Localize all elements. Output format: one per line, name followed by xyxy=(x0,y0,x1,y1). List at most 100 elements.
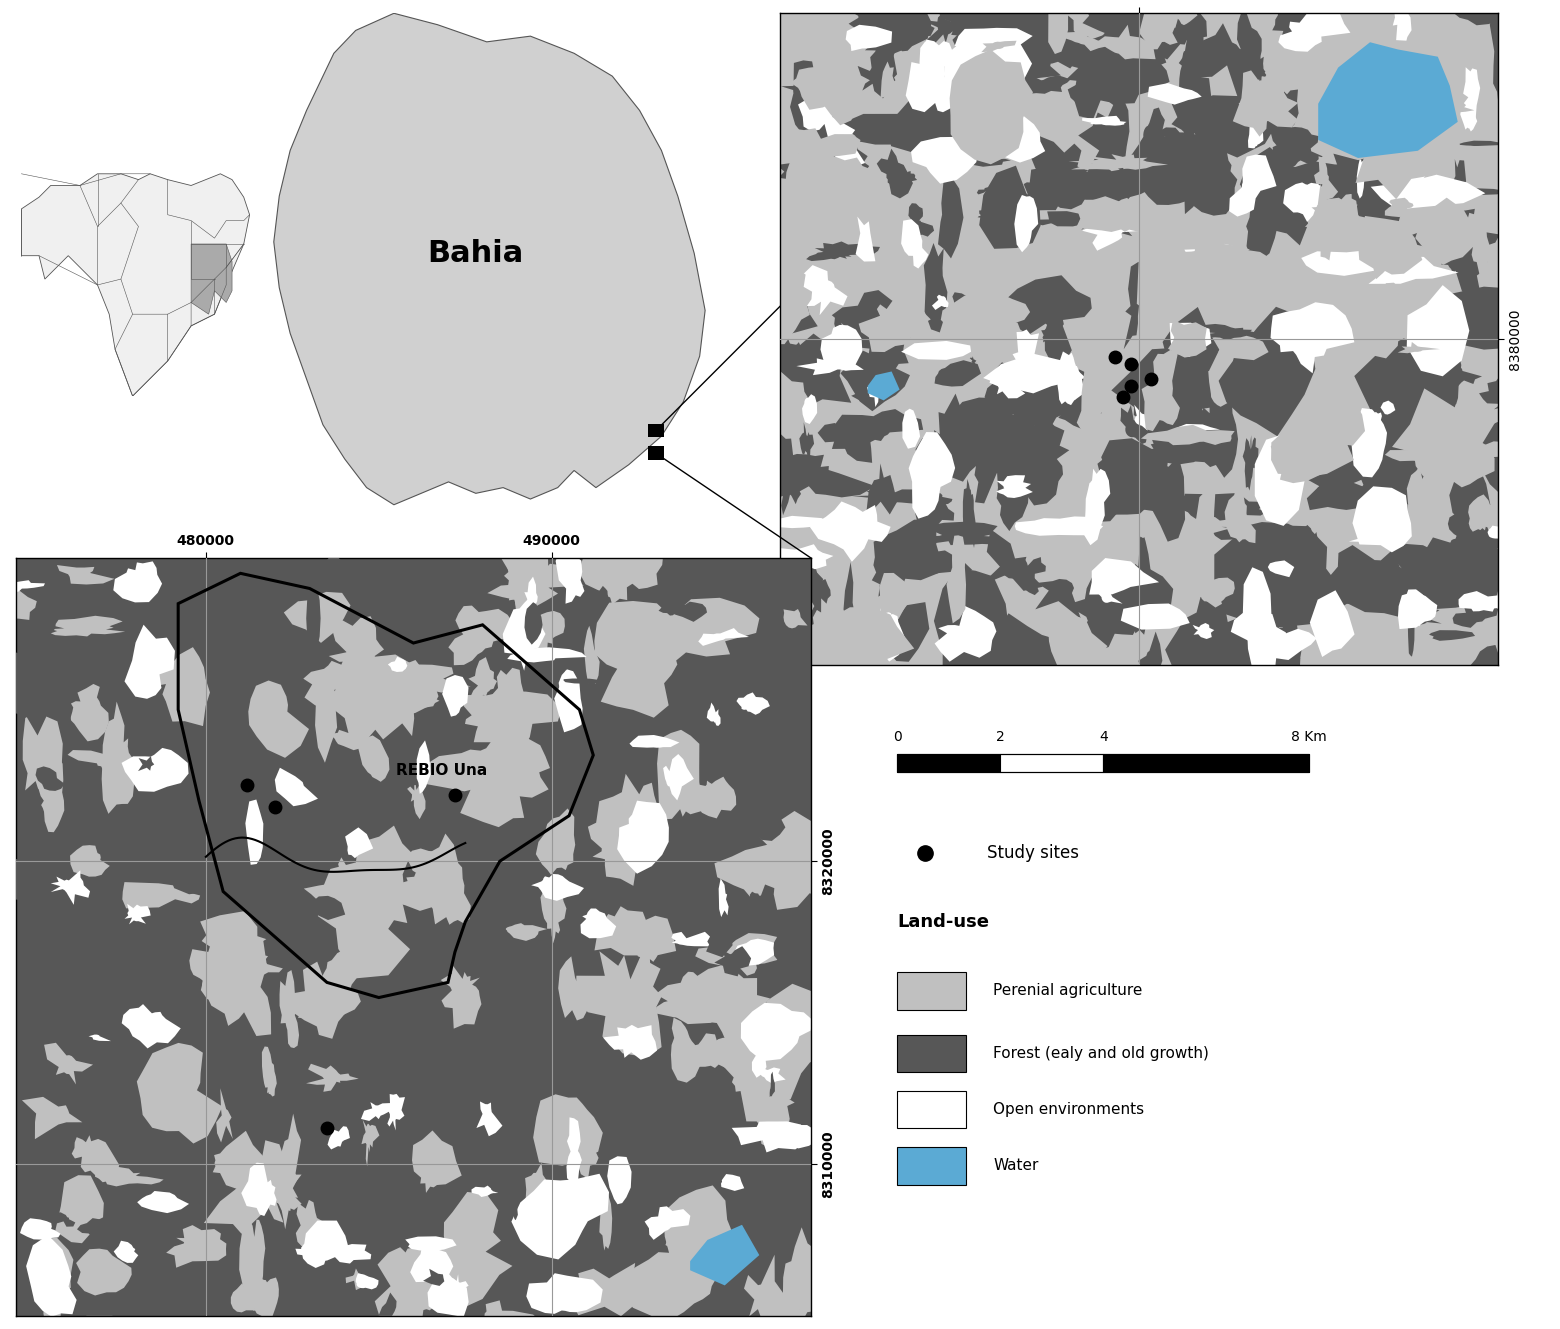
Polygon shape xyxy=(1045,315,1072,365)
Polygon shape xyxy=(1384,185,1510,197)
Polygon shape xyxy=(761,128,861,157)
Polygon shape xyxy=(1123,262,1139,350)
Polygon shape xyxy=(1271,419,1338,484)
Polygon shape xyxy=(1139,0,1178,49)
Polygon shape xyxy=(1047,163,1172,205)
Polygon shape xyxy=(657,730,707,820)
Polygon shape xyxy=(1365,29,1463,62)
Polygon shape xyxy=(1076,363,1104,481)
Polygon shape xyxy=(51,615,125,637)
Polygon shape xyxy=(992,275,1092,335)
Polygon shape xyxy=(970,356,977,365)
Polygon shape xyxy=(738,983,841,1106)
Polygon shape xyxy=(410,1192,512,1308)
Polygon shape xyxy=(1463,68,1480,121)
Polygon shape xyxy=(499,524,548,595)
Text: 8 Km: 8 Km xyxy=(1292,730,1328,744)
Polygon shape xyxy=(1056,32,1106,51)
Polygon shape xyxy=(629,735,680,748)
Polygon shape xyxy=(1281,614,1301,672)
Polygon shape xyxy=(296,1200,321,1248)
Polygon shape xyxy=(284,591,351,643)
Polygon shape xyxy=(1172,76,1231,154)
Polygon shape xyxy=(1385,449,1465,461)
Polygon shape xyxy=(326,730,373,750)
Polygon shape xyxy=(897,532,919,577)
Polygon shape xyxy=(1162,307,1220,376)
Polygon shape xyxy=(337,880,360,910)
Polygon shape xyxy=(1209,509,1253,516)
Polygon shape xyxy=(1192,623,1214,639)
Polygon shape xyxy=(880,573,909,617)
Polygon shape xyxy=(44,1043,94,1084)
Polygon shape xyxy=(981,116,1045,162)
Polygon shape xyxy=(1111,198,1145,227)
Polygon shape xyxy=(356,1273,379,1289)
Polygon shape xyxy=(1140,425,1234,445)
Polygon shape xyxy=(1407,466,1427,524)
Polygon shape xyxy=(379,1284,385,1288)
Polygon shape xyxy=(934,0,1002,41)
Polygon shape xyxy=(1234,609,1301,679)
Polygon shape xyxy=(1318,43,1457,158)
Text: Open environments: Open environments xyxy=(994,1102,1145,1118)
Polygon shape xyxy=(1429,287,1560,350)
Polygon shape xyxy=(1368,256,1459,284)
Polygon shape xyxy=(463,691,560,743)
Polygon shape xyxy=(512,1174,608,1260)
Polygon shape xyxy=(1073,4,1170,88)
Polygon shape xyxy=(1331,423,1426,480)
Polygon shape xyxy=(663,1185,738,1271)
Polygon shape xyxy=(735,938,778,966)
Polygon shape xyxy=(744,1255,786,1329)
Polygon shape xyxy=(1490,0,1516,121)
Polygon shape xyxy=(981,41,1017,52)
Polygon shape xyxy=(1357,159,1365,198)
Polygon shape xyxy=(825,130,869,185)
Polygon shape xyxy=(1415,198,1474,264)
Polygon shape xyxy=(931,295,948,310)
Polygon shape xyxy=(888,96,997,166)
Polygon shape xyxy=(797,117,867,179)
Polygon shape xyxy=(991,8,1002,61)
Text: Water: Water xyxy=(994,1159,1039,1174)
Polygon shape xyxy=(718,1055,785,1122)
Polygon shape xyxy=(362,1120,379,1167)
Polygon shape xyxy=(785,148,891,203)
Polygon shape xyxy=(448,606,516,666)
Polygon shape xyxy=(596,571,638,605)
Polygon shape xyxy=(279,970,300,1049)
Polygon shape xyxy=(1181,23,1265,109)
Polygon shape xyxy=(70,684,109,742)
Polygon shape xyxy=(83,1302,117,1329)
Polygon shape xyxy=(540,882,566,944)
Polygon shape xyxy=(633,916,675,962)
Polygon shape xyxy=(1232,544,1292,552)
Bar xyxy=(647,424,665,437)
Polygon shape xyxy=(994,9,1120,76)
Polygon shape xyxy=(1126,134,1215,205)
Polygon shape xyxy=(1168,320,1207,358)
Polygon shape xyxy=(502,1058,530,1088)
Polygon shape xyxy=(1076,197,1167,233)
Polygon shape xyxy=(602,1025,657,1059)
Polygon shape xyxy=(1407,538,1526,609)
Polygon shape xyxy=(1251,629,1317,661)
Polygon shape xyxy=(783,605,808,629)
Polygon shape xyxy=(524,602,543,645)
Polygon shape xyxy=(621,773,658,824)
Polygon shape xyxy=(721,1174,744,1191)
Polygon shape xyxy=(977,187,991,194)
Polygon shape xyxy=(916,393,981,481)
Polygon shape xyxy=(441,675,468,716)
Polygon shape xyxy=(58,565,114,585)
Polygon shape xyxy=(663,754,694,800)
Polygon shape xyxy=(841,348,909,411)
Polygon shape xyxy=(1058,365,1084,405)
Polygon shape xyxy=(1315,476,1337,496)
Polygon shape xyxy=(618,800,669,873)
Polygon shape xyxy=(101,702,142,813)
Polygon shape xyxy=(558,957,590,1021)
Polygon shape xyxy=(1075,567,1173,651)
Polygon shape xyxy=(1479,369,1552,431)
